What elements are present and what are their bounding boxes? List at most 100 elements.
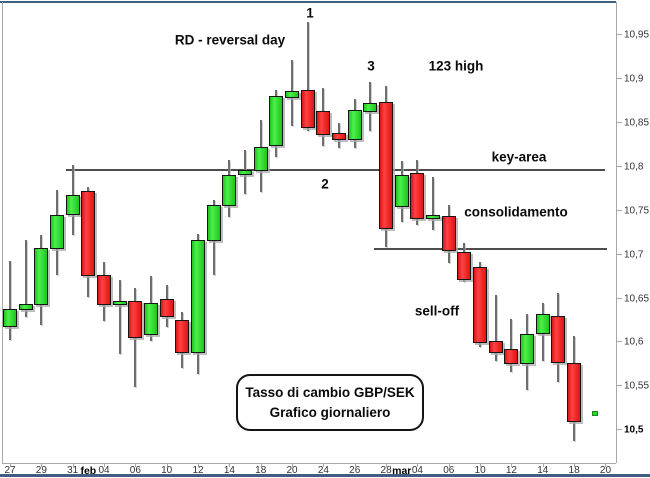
x-tick [104, 463, 106, 467]
x-tick [166, 463, 168, 467]
annotation-key-area: key-area [491, 149, 547, 165]
candle-body-down [81, 191, 96, 277]
y-tick-label: 10,55 [624, 380, 650, 392]
x-tick-label: 04 [411, 465, 423, 476]
info-box-line1: Tasso di cambio GBP/SEK [245, 384, 415, 400]
x-tick-label: 12 [505, 465, 517, 476]
y-tick [617, 77, 622, 79]
annotation-123-high: 123 high [428, 58, 484, 74]
x-tick [292, 463, 294, 467]
x-tick [448, 463, 450, 467]
candle-body-up [34, 248, 49, 306]
info-box-line2: Grafico giornaliero [269, 404, 391, 420]
candle-body-down [457, 251, 472, 280]
x-tick-label: 31 [67, 465, 79, 476]
candle-body-up [112, 301, 127, 306]
x-tick-label: 24 [317, 465, 329, 476]
candle-body-up [3, 308, 17, 328]
y-tick [617, 253, 622, 255]
candle-body-down [128, 301, 143, 338]
y-tick [617, 429, 622, 431]
x-tick-label: 18 [255, 465, 267, 476]
candle-body-up [426, 214, 441, 220]
annotation-sell-off: sell-off [414, 303, 460, 319]
candle-body-down [175, 320, 190, 353]
candle-body-down [97, 274, 112, 306]
y-tick [617, 34, 622, 35]
candle-body-up [238, 170, 253, 176]
y-tick-label: 10,85 [624, 117, 650, 129]
window-top-edge [0, 1, 616, 3]
x-tick [10, 463, 11, 467]
candle-body-up [347, 110, 362, 141]
candle-body-up [206, 205, 221, 242]
candle-body-up [535, 314, 550, 335]
x-tick [417, 463, 419, 467]
candle-body-up [363, 103, 378, 113]
annotation-2: 2 [321, 176, 329, 192]
x-tick [511, 463, 513, 467]
x-tick-label: 28 [380, 465, 392, 476]
candle-wick [494, 294, 497, 361]
y-tick-label: 10,5 [624, 424, 644, 436]
candle-body-down [410, 172, 425, 220]
y-tick [617, 121, 622, 123]
x-tick-label: 27 [4, 465, 16, 476]
y-tick-label: 10,7 [624, 249, 644, 261]
x-tick [542, 463, 544, 467]
candle-body-down [473, 266, 488, 344]
y-tick-label: 10,9 [624, 73, 644, 85]
y-axis-line [616, 2, 617, 463]
x-tick-label: 04 [98, 465, 110, 476]
annotation-rd-reversal-day: RD - reversal day [174, 32, 286, 48]
x-tick-label: 26 [349, 465, 361, 476]
candle-body-up [520, 334, 535, 365]
candle-body-down [488, 341, 503, 353]
x-tick [323, 463, 325, 467]
x-tick-label: 06 [443, 465, 455, 476]
chart-info-box: Tasso di cambio GBP/SEK Grafico giornali… [236, 374, 424, 431]
candle-body-up [191, 240, 206, 353]
y-tick [617, 297, 622, 299]
candle-wick [118, 279, 121, 354]
candle-body-up [285, 91, 300, 99]
x-tick-label: 14 [223, 465, 235, 476]
y-tick [617, 209, 622, 211]
y-tick [617, 341, 622, 343]
micro-candle-dot [592, 410, 599, 416]
candle-body-down [379, 101, 394, 229]
annotation-3: 3 [367, 58, 375, 74]
x-tick-label: 29 [35, 465, 47, 476]
candle-body-down [316, 111, 331, 135]
candle-body-up [18, 303, 33, 310]
candle-wick [9, 260, 11, 340]
candle-body-up [394, 174, 409, 208]
x-tick [260, 463, 262, 467]
annotation-1: 1 [306, 5, 314, 21]
y-tick-label: 10,8 [624, 161, 644, 173]
candle-body-down [551, 315, 566, 363]
x-tick [135, 463, 137, 467]
candle-body-down [332, 133, 347, 141]
candle-body-down [567, 362, 582, 423]
y-tick-label: 10,6 [624, 336, 644, 348]
candle-wick [24, 240, 27, 317]
x-tick-label: 20 [286, 465, 298, 476]
x-tick [72, 463, 74, 467]
candle-body-up [144, 302, 159, 336]
x-tick-label: 12 [192, 465, 204, 476]
x-tick-label: 20 [599, 465, 612, 476]
x-tick [386, 463, 388, 467]
level-line-key-area [65, 169, 606, 172]
candle-body-down [300, 90, 315, 128]
candle-wick [432, 177, 435, 230]
x-axis-line [2, 463, 616, 464]
y-tick [617, 385, 622, 387]
candle-body-up [50, 214, 64, 250]
x-tick-label: 10 [161, 465, 173, 476]
window-bottom-edge [0, 474, 650, 477]
candle-body-up [222, 174, 237, 207]
candle-body-up [253, 147, 268, 172]
x-tick [605, 463, 607, 467]
